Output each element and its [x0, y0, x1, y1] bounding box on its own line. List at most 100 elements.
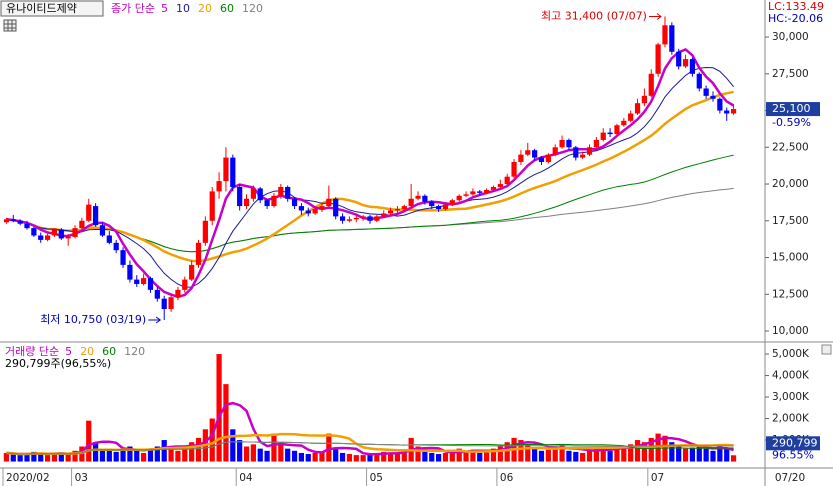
volume-bar — [216, 354, 222, 462]
volume-info: 290,799주(96,55%) — [5, 357, 111, 370]
volume-bar — [120, 448, 126, 462]
legend-period: 5 — [65, 345, 72, 358]
y-tick-label: 10,000 — [772, 325, 809, 337]
volume-bar — [147, 448, 154, 462]
candle-body — [566, 139, 572, 148]
volume-bar — [257, 448, 263, 462]
legend-period: 60 — [220, 2, 234, 15]
name-box[interactable] — [0, 0, 104, 17]
collapse-button[interactable] — [821, 344, 832, 355]
candle-body — [319, 206, 325, 210]
legend-period: 60 — [102, 345, 116, 358]
candle-body — [394, 209, 401, 211]
change: -0.59% — [772, 116, 811, 129]
volume-bar — [566, 450, 572, 462]
candle-body — [223, 157, 229, 182]
volume-bar — [689, 447, 696, 462]
volume-moving-average — [6, 441, 734, 455]
volume-bar — [353, 455, 359, 462]
volume-bar — [38, 452, 44, 462]
volume-bar — [134, 450, 140, 462]
candle-body — [689, 59, 696, 74]
volume-bar — [497, 446, 503, 462]
legend-period: 20 — [80, 345, 94, 358]
candle-body — [655, 44, 661, 74]
volume-bar — [168, 446, 174, 462]
candle-body — [168, 297, 174, 309]
candle-body — [346, 219, 353, 221]
volume-bar — [65, 454, 71, 462]
candle-body — [161, 298, 167, 309]
volume-bar — [394, 454, 401, 462]
volume-bar — [504, 442, 510, 462]
y-tick-label: 17,500 — [772, 215, 809, 227]
legend-period: 120 — [124, 345, 145, 358]
volume-bar — [113, 451, 119, 462]
volume-bar — [682, 448, 689, 462]
candle-body — [93, 206, 99, 226]
volume-tick-label: 3,000K — [772, 391, 810, 403]
x-tick-label: 05 — [370, 472, 383, 484]
hc-label: HC:-20.06 — [768, 12, 823, 25]
volume-bar — [470, 449, 476, 462]
candle-body — [648, 73, 654, 96]
candle-body — [120, 250, 126, 265]
last-price-box — [766, 102, 820, 117]
volume-bar — [435, 454, 442, 462]
candle-body — [730, 109, 737, 114]
volume-bar — [532, 448, 538, 462]
candle-body — [182, 279, 188, 290]
candle-body — [435, 206, 442, 210]
moving-average — [6, 90, 734, 263]
volume-bar — [401, 451, 407, 462]
candle-body — [333, 198, 339, 217]
volume-bar — [223, 384, 229, 462]
candle-body — [381, 213, 387, 217]
candle-body — [79, 220, 85, 229]
candle-body — [442, 204, 449, 210]
volume-bar — [387, 452, 394, 462]
volume-bar — [51, 454, 58, 462]
candle-body — [511, 161, 517, 177]
candle-body — [559, 139, 565, 148]
volume-bar — [580, 452, 586, 462]
candle-body — [621, 120, 627, 126]
candle-body — [477, 191, 483, 193]
volume-tick-label: 5,000K — [772, 348, 810, 360]
candle-body — [422, 195, 428, 202]
candle-body — [312, 209, 318, 214]
candle-body — [724, 110, 730, 114]
candle-body — [189, 264, 195, 280]
volume-bar — [326, 433, 332, 462]
volume-bar — [127, 446, 133, 462]
candle-body — [538, 157, 545, 162]
candle-body — [607, 132, 613, 135]
volume-bar — [44, 455, 51, 462]
candle-body — [113, 242, 119, 251]
candle-body — [490, 186, 497, 190]
volume-bar — [559, 444, 565, 462]
candle-body — [662, 25, 668, 45]
volume-bar — [285, 448, 291, 462]
y-tick-label: 22,500 — [772, 141, 809, 153]
candle-body — [573, 147, 579, 158]
volume-bar — [291, 450, 298, 462]
volume-bar — [696, 446, 702, 462]
volume-bar — [415, 446, 421, 462]
volume-bar — [339, 452, 346, 462]
candle-body — [696, 73, 702, 89]
table-icon[interactable] — [3, 19, 17, 32]
low-arrow — [148, 316, 162, 324]
volume-bar — [724, 448, 730, 462]
candle-body — [532, 150, 538, 158]
candle-body — [552, 147, 558, 155]
lc-label: LC:133.49 — [768, 0, 824, 13]
volume-bar — [648, 437, 654, 462]
volume-bar — [593, 447, 599, 462]
legend-label: 종가 단순 — [111, 2, 155, 15]
last-volume: 290,799 — [772, 436, 818, 449]
volume-bar — [422, 450, 428, 462]
volume-bar — [449, 451, 455, 462]
last-date: 07/20 — [775, 472, 805, 484]
y-tick-label: 15,000 — [772, 252, 809, 264]
